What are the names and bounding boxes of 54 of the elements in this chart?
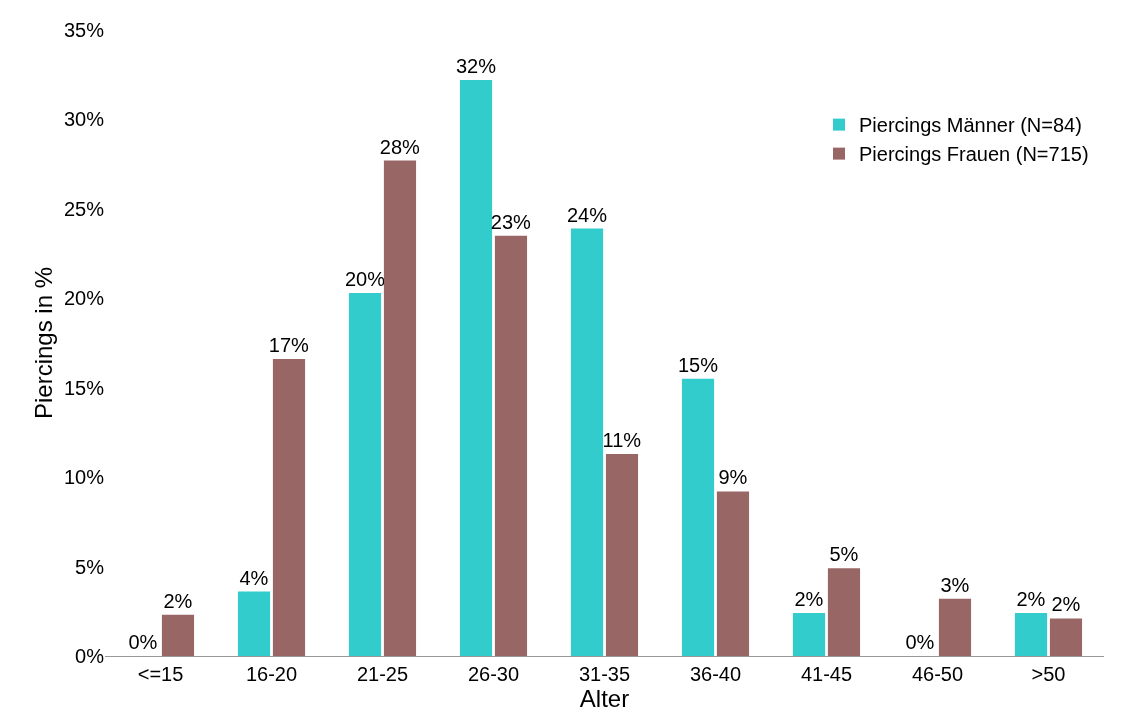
bar — [827, 568, 861, 656]
bar — [716, 491, 750, 656]
data-label: 24% — [566, 203, 608, 226]
bar — [383, 160, 417, 656]
bar — [1049, 618, 1083, 656]
bar — [570, 228, 604, 656]
bar — [792, 613, 826, 656]
y-tick-label: 10% — [63, 466, 105, 489]
data-label: 9% — [718, 466, 748, 489]
legend-label: Piercings Frauen (N=715) — [859, 143, 1089, 166]
data-label: 28% — [379, 135, 421, 158]
y-tick-label: 5% — [75, 555, 105, 578]
bar — [494, 235, 528, 656]
legend-label: Piercings Männer (N=84) — [859, 114, 1082, 137]
data-label: 2% — [794, 588, 824, 611]
data-label: 5% — [829, 543, 859, 566]
y-tick-label: 20% — [63, 287, 105, 310]
bar — [272, 359, 306, 656]
x-tick-label: 16-20 — [245, 663, 298, 685]
bar — [161, 614, 195, 656]
x-tick-label: >50 — [1031, 663, 1066, 685]
bar — [237, 591, 271, 656]
data-label: 17% — [268, 334, 310, 357]
data-label: 20% — [344, 267, 386, 290]
x-tick-label: 21-25 — [356, 663, 409, 685]
bar — [938, 598, 972, 656]
bar — [1014, 613, 1048, 656]
data-label: 0% — [905, 631, 935, 653]
x-tick-label: 36-40 — [689, 663, 742, 685]
data-label: 2% — [1051, 593, 1081, 616]
bar — [348, 292, 382, 656]
x-tick-label: <=15 — [137, 663, 184, 685]
x-tick-label: 26-30 — [467, 663, 520, 685]
data-label: 2% — [1016, 588, 1046, 611]
y-tick-label: 25% — [63, 197, 105, 220]
data-label: 15% — [677, 353, 719, 376]
x-tick-label: 31-35 — [578, 663, 631, 685]
y-axis-title: Piercings in % — [30, 266, 58, 420]
x-tick-label: 46-50 — [911, 663, 964, 685]
data-label: 3% — [940, 573, 970, 596]
data-label: 0% — [128, 631, 158, 653]
data-label: 11% — [602, 428, 642, 451]
y-tick-label: 0% — [75, 645, 105, 667]
y-tick-label: 30% — [63, 108, 105, 131]
x-tick-label: 41-45 — [800, 663, 853, 685]
bar — [459, 80, 493, 656]
data-label: 4% — [239, 566, 269, 589]
bar — [681, 378, 715, 656]
y-tick-label: 35% — [63, 19, 105, 41]
data-label: 32% — [455, 55, 497, 78]
y-tick-label: 15% — [63, 376, 105, 399]
x-axis-title: Alter — [579, 685, 630, 712]
data-label: 2% — [163, 589, 193, 612]
bar — [605, 453, 639, 656]
